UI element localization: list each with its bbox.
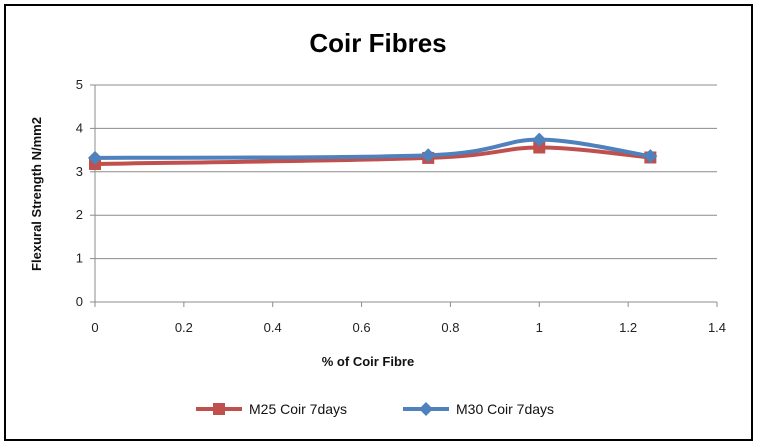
chart-title: Coir Fibres: [309, 28, 446, 58]
chart-svg: Coir Fibres 0 1 2 3 4 5 0 0.2 0.4 0.6 0.8 1 1.2 1.4 %…: [29, 28, 726, 417]
legend-label-1: M25 Coir 7days: [249, 401, 347, 417]
x-tick-label: 1: [536, 320, 543, 335]
series-line-2: [94, 137, 651, 160]
x-tick-label: 0.4: [264, 320, 282, 335]
legend-marker-2: [419, 402, 433, 416]
axes-layer: 0 1 2 3 4 5 0 0.2 0.4 0.6 0.8 1 1.2 1.4: [76, 77, 726, 335]
legend: M25 Coir 7days M30 Coir 7days: [196, 401, 554, 417]
data-point-series-2: [421, 148, 436, 163]
x-tick-label: 1.4: [708, 320, 726, 335]
x-axis-label: % of Coir Fibre: [322, 354, 414, 369]
data-point-series-2: [88, 150, 102, 165]
y-tick-label: 3: [76, 164, 83, 179]
x-tick-label: 0.8: [441, 320, 459, 335]
x-tick-label: 1.2: [619, 320, 637, 335]
y-tick-label: 1: [76, 251, 83, 266]
series-line-1: [94, 145, 651, 166]
y-tick-label: 0: [76, 294, 83, 309]
chart-frame: Coir Fibres 0 1 2 3 4 5 0 0.2 0.4 0.6 0.8 1 1.2 1.4 %…: [4, 4, 753, 441]
legend-marker-1: [213, 403, 225, 415]
data-point-series-1: [533, 141, 546, 154]
series-layer: [88, 132, 658, 170]
x-tick-label: 0: [91, 320, 98, 335]
y-axis-label: Flexural Strength N/mm2: [29, 117, 44, 271]
legend-label-2: M30 Coir 7days: [456, 401, 554, 417]
y-tick-label: 5: [76, 77, 83, 92]
y-tick-label: 2: [76, 207, 83, 222]
grid-layer: [95, 84, 717, 260]
x-tick-label: 0.2: [175, 320, 193, 335]
data-point-series-2: [532, 132, 547, 147]
y-tick-label: 4: [76, 120, 83, 135]
x-tick-label: 0.6: [353, 320, 371, 335]
data-point-series-2: [643, 149, 658, 164]
